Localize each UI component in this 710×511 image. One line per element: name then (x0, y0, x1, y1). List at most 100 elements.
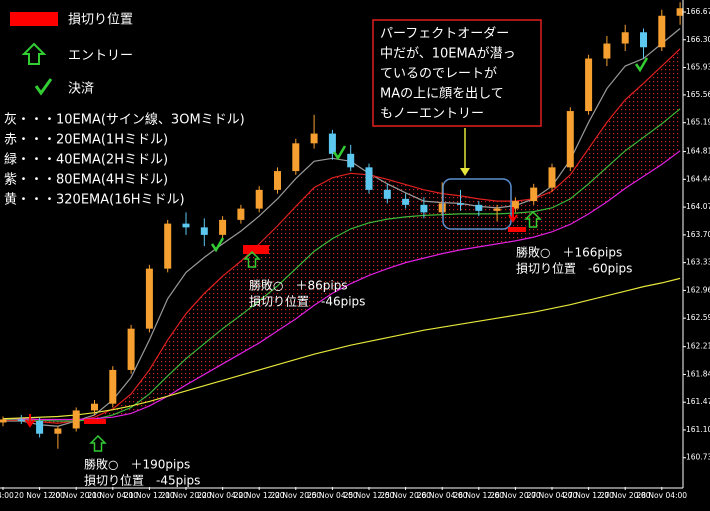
stop-loss-marker (84, 419, 106, 424)
exit-marker (332, 145, 347, 161)
candle-body (182, 223, 190, 228)
x-tick-label: 26 Nov 04:00 (417, 491, 468, 500)
ema-line (3, 108, 681, 422)
y-tick-label: 164.810 (686, 147, 710, 156)
candle-body (292, 143, 300, 172)
candle-body (127, 328, 135, 370)
callout-text: ているのでレートが (380, 67, 497, 82)
candle-body (621, 32, 629, 44)
candle-body (91, 403, 98, 411)
ema-line (3, 150, 681, 421)
signal-arrow (25, 414, 35, 428)
x-tick-label: 22 Nov 04:00 (197, 491, 248, 500)
candle-body (493, 208, 501, 211)
candle-body (145, 268, 153, 329)
y-tick-label: 165.930 (686, 63, 710, 72)
ema-line (3, 48, 681, 424)
candle-body (310, 133, 318, 144)
exit-marker (634, 57, 649, 73)
callout-text: 中だが、10EMAが潜っ (380, 47, 516, 62)
x-tick-label: 27 Nov 04:00 (527, 491, 578, 500)
ema-line (2, 277, 681, 420)
x-tick-label: 20 Nov 20:00 (51, 491, 102, 500)
candle-body (54, 428, 62, 434)
x-tick-label: 04:00 (0, 491, 14, 500)
signal-arrow (508, 207, 518, 223)
x-tick-label: 27 Nov 12:00 (563, 491, 614, 500)
x-tick-label: 20 Nov 12:00 (14, 491, 65, 500)
exit-marker (210, 237, 225, 253)
candle-body (237, 208, 245, 220)
trade-stop: 損切り位置 -45pips (84, 473, 200, 488)
y-tick-label: 160.730 (686, 453, 710, 462)
candle-body (511, 201, 519, 209)
y-tick-label: 161.100 (686, 425, 710, 434)
candle-body (109, 369, 117, 404)
candle-body (383, 189, 391, 199)
x-tick-label: 22 Nov 12:00 (234, 491, 285, 500)
candle-body (548, 167, 556, 188)
candle-body (402, 198, 410, 205)
candle-body (676, 8, 684, 16)
callout-text: パーフェクトオーダー (380, 27, 509, 42)
x-tick-label: 21 Nov 12:00 (124, 491, 175, 500)
entry-key (21, 42, 47, 65)
callout-text: MAの上に顔を出して (380, 87, 504, 102)
candle-body (438, 203, 446, 213)
x-tick-label: 21 Nov 20:00 (161, 491, 212, 500)
y-tick-label: 165.195 (686, 118, 710, 127)
x-tick-label: 27 Nov 20:00 (600, 491, 651, 500)
legend-label: 緑・・・40EMA(2Hミドル) (4, 153, 168, 168)
x-tick-label: 21 Nov 04:00 (88, 491, 139, 500)
candle-body (585, 58, 593, 112)
y-tick-label: 161.840 (686, 369, 710, 378)
y-tick-label: 162.590 (686, 313, 710, 322)
trade-result: 勝敗○ ＋190pips (84, 457, 190, 472)
callout-box (372, 19, 542, 127)
candle-body (72, 410, 80, 429)
trade-result: 勝敗○ ＋166pips (516, 245, 622, 260)
x-tick-label: 26 Nov 12:00 (454, 491, 505, 500)
stop-loss-marker (243, 245, 269, 254)
x-tick-label: 25 Nov 20:00 (380, 491, 431, 500)
legend-label: 紫・・・80EMA(4Hミドル) (4, 173, 168, 188)
y-tick-label: 163.330 (686, 258, 710, 267)
highlight-box (442, 178, 512, 230)
trade-result: 勝敗○ ＋86pips (249, 278, 348, 293)
ema-ribbon (3, 48, 681, 424)
y-tick-label: 162.210 (686, 342, 710, 351)
y-tick-label: 166.670 (686, 7, 710, 16)
candle-body (0, 419, 7, 423)
stop-loss-marker (508, 227, 526, 232)
entry-marker (89, 434, 107, 452)
candle-body (219, 219, 227, 235)
x-tick-label: 26 Nov 20:00 (490, 491, 541, 500)
callout-arrow-head (460, 168, 470, 176)
candle-body (164, 223, 172, 269)
candle-body (566, 111, 574, 168)
exit-key (34, 78, 53, 96)
entry-marker (524, 210, 542, 228)
candle-body (603, 43, 611, 59)
plot-area (0, 2, 684, 449)
candle-body (457, 203, 464, 205)
candle-body (36, 420, 44, 434)
trade-stop: 損切り位置 -60pips (516, 261, 632, 276)
candle-body (420, 204, 428, 213)
candle-body (475, 204, 483, 211)
candle-body (200, 227, 208, 235)
legend-label: 損切り位置 (68, 13, 133, 28)
y-tick-label: 164.440 (686, 174, 710, 183)
x-tick-label: 25 Nov 04:00 (307, 491, 358, 500)
candle-body (530, 187, 538, 202)
y-tick-label: 164.070 (686, 202, 710, 211)
legend-label: エントリー (68, 49, 133, 64)
candle-body (274, 171, 281, 190)
candle-body (640, 32, 647, 48)
y-tick-label: 166.300 (686, 35, 710, 44)
candle-body (328, 133, 336, 154)
y-tick-label: 163.700 (686, 230, 710, 239)
legend-label: 赤・・・20EMA(1Hミドル) (4, 133, 168, 148)
x-tick-label: 25 Nov 12:00 (344, 491, 395, 500)
y-tick-label: 161.470 (686, 397, 710, 406)
